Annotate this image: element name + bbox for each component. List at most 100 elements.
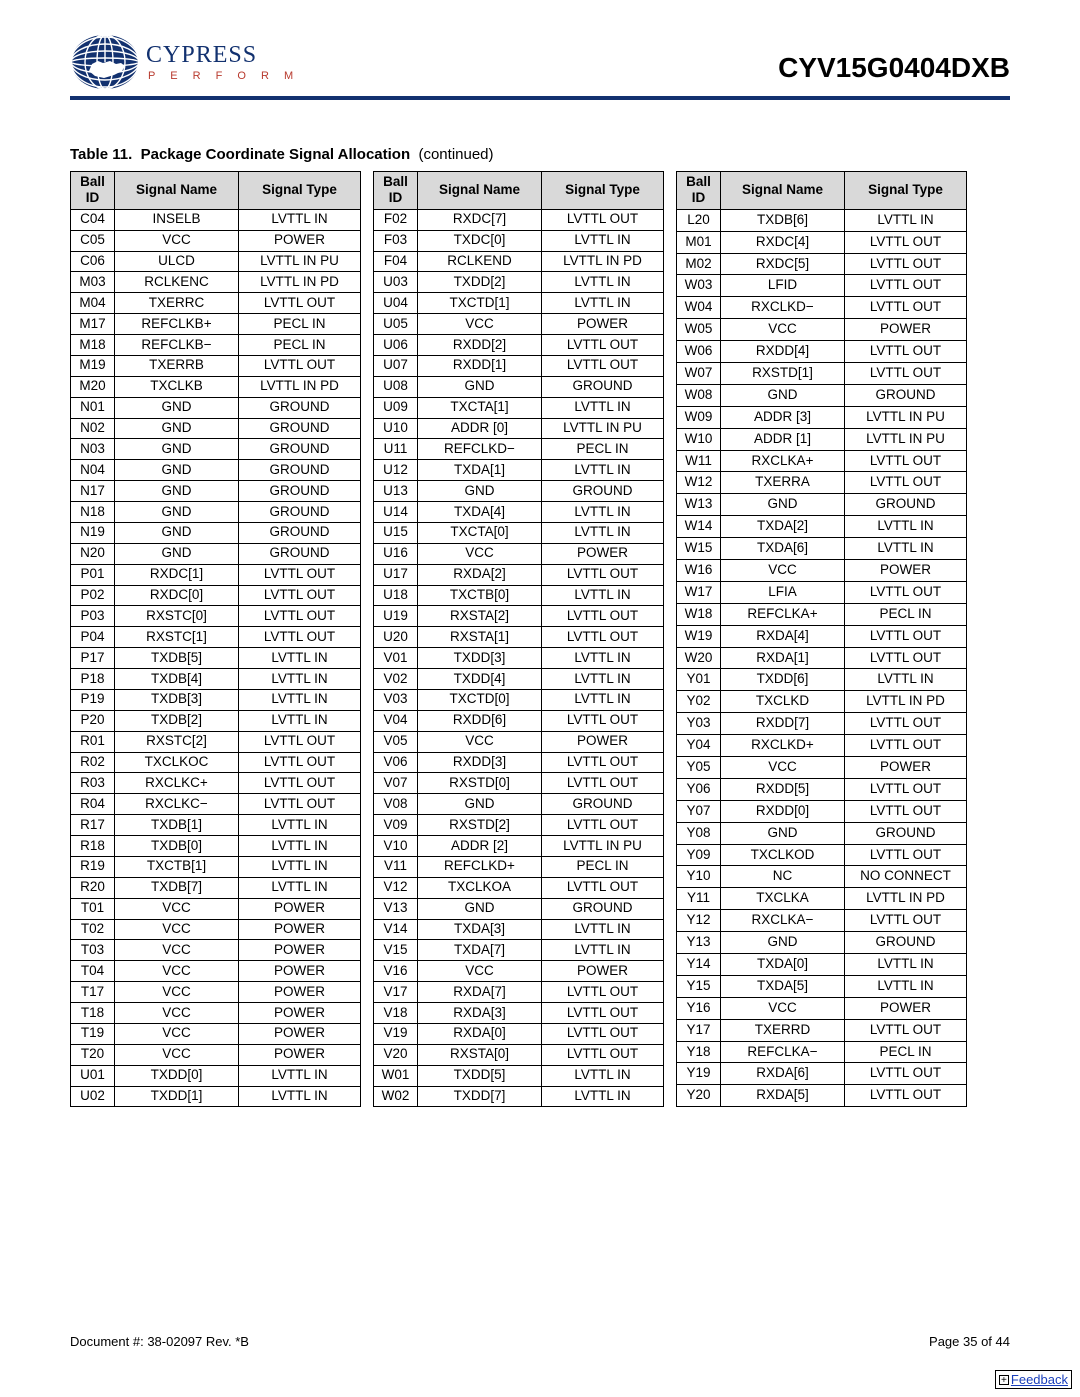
cell-id: P04: [71, 627, 115, 648]
table-title: Table 11. Package Coordinate Signal Allo…: [70, 146, 1010, 163]
cell-type: LVTTL OUT: [239, 606, 361, 627]
cell-id: N02: [71, 418, 115, 439]
cell-id: U12: [374, 460, 418, 481]
cell-name: ADDR [2]: [418, 836, 542, 857]
cell-id: W12: [677, 472, 721, 494]
table-row: M04TXERRCLVTTL OUT: [71, 293, 361, 314]
cell-name: RXDD[1]: [418, 355, 542, 376]
cell-type: LVTTL OUT: [542, 355, 664, 376]
cell-name: REFCLKA+: [721, 603, 845, 625]
cell-id: P17: [71, 648, 115, 669]
table-row: W05VCCPOWER: [677, 319, 967, 341]
table-row: N19GNDGROUND: [71, 522, 361, 543]
table-row: V06RXDD[3]LVTTL OUT: [374, 752, 664, 773]
cell-id: Y06: [677, 778, 721, 800]
cell-id: Y01: [677, 669, 721, 691]
cell-type: LVTTL OUT: [239, 731, 361, 752]
table-row: U20RXSTA[1]LVTTL OUT: [374, 627, 664, 648]
cell-type: LVTTL IN PD: [542, 251, 664, 272]
cell-id: V07: [374, 773, 418, 794]
cell-id: N03: [71, 439, 115, 460]
cell-type: GROUND: [845, 932, 967, 954]
cell-id: R03: [71, 773, 115, 794]
cell-type: GROUND: [239, 397, 361, 418]
cell-type: LVTTL OUT: [542, 564, 664, 585]
cell-name: RXDD[0]: [721, 800, 845, 822]
cell-id: T04: [71, 961, 115, 982]
cell-type: LVTTL IN: [239, 669, 361, 690]
cell-name: REFCLKA−: [721, 1041, 845, 1063]
cell-name: GND: [721, 384, 845, 406]
cell-id: Y08: [677, 822, 721, 844]
cell-type: LVTTL IN: [845, 538, 967, 560]
table-row: T18VCCPOWER: [71, 1003, 361, 1024]
table-row: U19RXSTA[2]LVTTL OUT: [374, 606, 664, 627]
cell-type: POWER: [239, 1003, 361, 1024]
cell-id: W09: [677, 406, 721, 428]
plus-icon: +: [999, 1375, 1009, 1385]
table-row: Y16VCCPOWER: [677, 997, 967, 1019]
cell-id: R17: [71, 815, 115, 836]
cell-type: LVTTL OUT: [845, 1063, 967, 1085]
table-row: V11REFCLKD+PECL IN: [374, 856, 664, 877]
table-row: P20TXDB[2]LVTTL IN: [71, 710, 361, 731]
table-row: P18TXDB[4]LVTTL IN: [71, 669, 361, 690]
table-row: M01RXDC[4]LVTTL OUT: [677, 231, 967, 253]
table-row: V13GNDGROUND: [374, 898, 664, 919]
cell-name: ADDR [3]: [721, 406, 845, 428]
cell-type: LVTTL IN PU: [542, 418, 664, 439]
cell-id: V11: [374, 856, 418, 877]
col-type: Signal Type: [845, 172, 967, 210]
table-row: N01GNDGROUND: [71, 397, 361, 418]
cell-name: GND: [115, 418, 239, 439]
cell-name: TXERRA: [721, 472, 845, 494]
cell-name: REFCLKD−: [418, 439, 542, 460]
cell-name: LFID: [721, 275, 845, 297]
cell-type: POWER: [845, 757, 967, 779]
cell-type: LVTTL IN: [239, 856, 361, 877]
cell-id: F03: [374, 230, 418, 251]
cell-id: V12: [374, 877, 418, 898]
cell-id: U07: [374, 355, 418, 376]
cell-name: RXDA[1]: [721, 647, 845, 669]
cell-id: Y14: [677, 954, 721, 976]
cell-type: LVTTL IN: [542, 1086, 664, 1107]
cell-id: M02: [677, 253, 721, 275]
cell-id: U15: [374, 522, 418, 543]
cell-name: RXDA[4]: [721, 625, 845, 647]
cell-id: U13: [374, 481, 418, 502]
cell-id: T18: [71, 1003, 115, 1024]
cell-id: N04: [71, 460, 115, 481]
cell-id: W07: [677, 362, 721, 384]
feedback-link[interactable]: +Feedback: [995, 1370, 1072, 1389]
cell-type: LVTTL OUT: [845, 1085, 967, 1107]
cell-name: RXCLKC−: [115, 794, 239, 815]
cell-id: P18: [71, 669, 115, 690]
table-row: Y12RXCLKA−LVTTL OUT: [677, 910, 967, 932]
cell-id: T17: [71, 982, 115, 1003]
cell-type: POWER: [542, 731, 664, 752]
cell-type: LVTTL IN PU: [845, 428, 967, 450]
cell-type: LVTTL OUT: [542, 209, 664, 230]
cell-name: TXDC[0]: [418, 230, 542, 251]
table-row: U03TXDD[2]LVTTL IN: [374, 272, 664, 293]
cell-name: TXDA[7]: [418, 940, 542, 961]
table-row: Y02TXCLKDLVTTL IN PD: [677, 691, 967, 713]
page-number: Page 35 of 44: [929, 1334, 1010, 1349]
cell-name: ADDR [1]: [721, 428, 845, 450]
table-row: V19RXDA[0]LVTTL OUT: [374, 1023, 664, 1044]
cell-id: N01: [71, 397, 115, 418]
cell-id: Y10: [677, 866, 721, 888]
cell-name: TXCTA[1]: [418, 397, 542, 418]
cell-name: TXCTA[0]: [418, 522, 542, 543]
cell-id: W01: [374, 1065, 418, 1086]
cell-type: LVTTL OUT: [239, 585, 361, 606]
cell-type: LVTTL IN PU: [542, 836, 664, 857]
cell-type: LVTTL IN PD: [845, 888, 967, 910]
cell-type: LVTTL IN: [542, 293, 664, 314]
table-row: Y18REFCLKA−PECL IN: [677, 1041, 967, 1063]
cell-type: LVTTL OUT: [845, 581, 967, 603]
table-title-text: Package Coordinate Signal Allocation: [141, 146, 411, 163]
cell-id: Y12: [677, 910, 721, 932]
cell-type: LVTTL IN: [542, 230, 664, 251]
